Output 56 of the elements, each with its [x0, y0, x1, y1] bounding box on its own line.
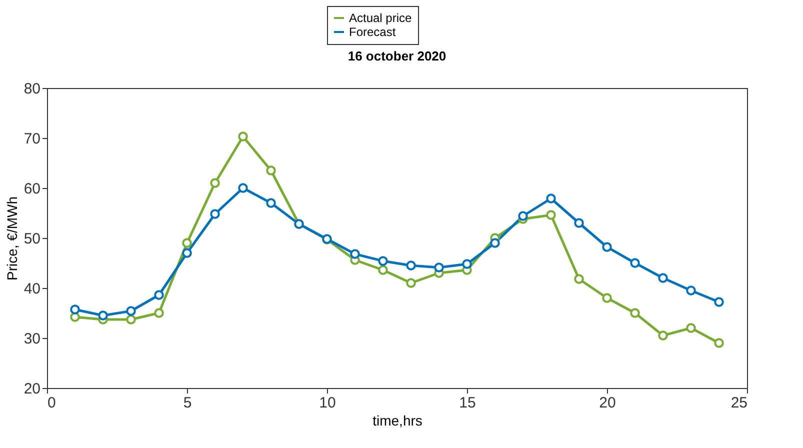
point [350, 249, 360, 259]
point [602, 242, 612, 252]
point [210, 209, 220, 219]
point [490, 238, 500, 248]
point [182, 248, 192, 258]
point [266, 198, 276, 208]
point [574, 218, 584, 228]
y-tick-label: 40 [24, 280, 40, 298]
point [378, 256, 388, 266]
legend-label: Actual price [349, 11, 412, 25]
point [70, 304, 80, 314]
x-tick-label: 15 [459, 394, 476, 412]
point [182, 238, 192, 248]
point [714, 338, 724, 348]
legend-label: Forecast [349, 25, 396, 39]
point [686, 286, 696, 296]
point [378, 265, 388, 275]
point [602, 293, 612, 303]
x-tick-label: 25 [730, 394, 748, 412]
y-tick-label: 80 [24, 80, 40, 98]
point [238, 183, 248, 193]
x-tick-label: 20 [599, 394, 616, 412]
x-tick-label: 0 [48, 394, 56, 412]
point [98, 310, 108, 320]
point [406, 260, 416, 270]
point [266, 166, 276, 176]
point [574, 274, 584, 284]
point [126, 306, 136, 316]
point [630, 258, 640, 268]
x-tick-label: 5 [183, 394, 192, 412]
y-axis-title: Price, €/MWh [4, 196, 20, 281]
point [462, 259, 472, 269]
point [686, 323, 696, 333]
chart-title: 16 october 2020 [348, 48, 446, 64]
x-tick-label: 10 [319, 394, 336, 412]
point [154, 290, 164, 300]
point [714, 297, 724, 307]
point [658, 273, 668, 283]
x-axis-title: time,hrs [372, 412, 422, 428]
y-tick-label: 50 [24, 230, 40, 248]
point [126, 314, 136, 324]
point [518, 211, 528, 221]
point [154, 308, 164, 318]
point [70, 312, 80, 322]
point [406, 278, 416, 288]
point [238, 132, 248, 142]
point [630, 308, 640, 318]
y-tick-label: 20 [24, 380, 40, 398]
y-tick-label: 70 [24, 130, 40, 148]
point [210, 178, 220, 188]
point [434, 262, 444, 272]
y-tick-label: 60 [24, 180, 40, 198]
point [546, 194, 556, 204]
point [546, 210, 556, 220]
y-tick-label: 30 [24, 330, 40, 348]
point [658, 330, 668, 340]
